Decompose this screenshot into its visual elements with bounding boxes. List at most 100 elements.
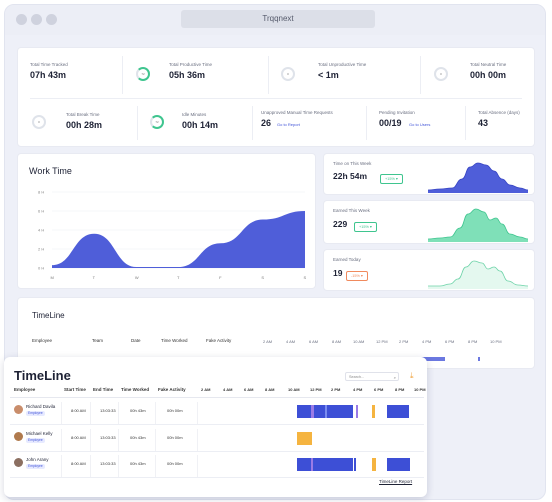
fake-activity: 00h 00m — [167, 435, 183, 440]
trend-badge[interactable]: +15% ▾ — [380, 174, 403, 184]
hour-label: 12 PM — [310, 387, 322, 392]
y-tick-label: 0 H — [38, 266, 44, 271]
role-badge: Employee — [26, 464, 45, 469]
timeline-panel: TimeLine Search... ⌕ ⤓ Employee Start Ti… — [4, 357, 427, 497]
activity-bar[interactable] — [327, 405, 353, 418]
hour-label: 2 PM — [399, 339, 409, 344]
stat-label: Total Absence (days) — [478, 110, 520, 115]
sparkline-area — [428, 209, 528, 242]
hour-label: 6 AM — [309, 339, 319, 344]
hour-label: 8 AM — [332, 339, 342, 344]
window-minimize-dot[interactable] — [31, 14, 42, 25]
fake-activity: 00h 00m — [167, 408, 183, 413]
x-tick-label: T — [93, 275, 96, 280]
work-time-card: Work Time 0 H 2 H 4 H 6 H 8 H M T W T F S S — [17, 153, 316, 289]
hour-label: 4 AM — [286, 339, 296, 344]
activity-bar[interactable] — [297, 432, 312, 445]
stat-value: 00/19 — [379, 118, 402, 128]
activity-bar[interactable] — [325, 405, 327, 418]
activity-bar[interactable] — [372, 405, 375, 418]
stat-value: 00h 00m — [470, 70, 507, 80]
stat-value: 43 — [478, 118, 489, 128]
stat-total-absence: Total Absence (days) 43 — [478, 110, 520, 128]
y-tick-label: 8 H — [38, 190, 44, 195]
divider — [420, 56, 421, 94]
activity-bar[interactable] — [297, 458, 311, 471]
column-divider — [118, 429, 119, 451]
search-icon: ⌕ — [393, 375, 396, 380]
column-divider — [61, 402, 62, 424]
mini-card-label: Earned Today — [333, 257, 361, 262]
column-divider — [61, 429, 62, 451]
row-divider — [10, 477, 424, 478]
address-bar[interactable]: Trqqnext — [181, 10, 375, 28]
title-bar: Trqqnext — [5, 5, 545, 35]
column-divider — [61, 455, 62, 477]
mini-card-earned-this-week: Earned This Week 229 +15% ▾ — [323, 200, 535, 244]
idle-ring-icon: 72 — [150, 115, 164, 129]
avatar — [14, 405, 23, 414]
avatar — [14, 458, 23, 467]
hour-label: 4 PM — [422, 339, 432, 344]
start-time: 8:00 AM — [71, 408, 86, 413]
column-divider — [90, 402, 91, 424]
go-to-users-link[interactable]: Go to Users — [409, 122, 431, 127]
activity-bar[interactable] — [314, 405, 325, 418]
search-input[interactable]: Search... ⌕ — [345, 372, 399, 381]
activity-bar[interactable] — [311, 405, 314, 418]
mini-card-label: Earned This Week — [333, 208, 370, 213]
employee-name[interactable]: Richard Davila — [26, 404, 56, 409]
mini-chart-time — [428, 162, 528, 193]
end-time: 13:03:33 — [100, 461, 116, 466]
mini-card-value: 229 — [333, 219, 348, 229]
productive-ring-icon: 72 — [136, 67, 150, 81]
trend-badge[interactable]: +15% ▾ — [354, 222, 377, 232]
mini-card-value: 19 — [333, 268, 343, 278]
hour-label: 8 PM — [468, 339, 478, 344]
trend-badge[interactable]: -15% ▾ — [346, 271, 368, 281]
activity-bar[interactable] — [372, 458, 376, 471]
activity-bar[interactable] — [297, 405, 311, 418]
header-divider — [10, 397, 424, 398]
activity-bar[interactable] — [387, 458, 410, 471]
col-fake-activity: Fake Activity — [158, 387, 186, 392]
hour-label: 4 PM — [353, 387, 363, 392]
y-tick-label: 2 H — [38, 247, 44, 252]
col-time-worked: Time Worked — [121, 387, 150, 392]
summary-card: Total Time Tracked 07h 43m 72 Total Prod… — [17, 47, 535, 147]
activity-bar[interactable] — [313, 458, 353, 471]
employee-name[interactable]: Michael Kelly — [26, 431, 53, 436]
column-divider — [90, 429, 91, 451]
stat-label: Total Neutral Time — [470, 62, 507, 67]
col-end-time: End Time — [93, 387, 114, 392]
column-divider — [155, 455, 156, 477]
time-worked: 00h 43m — [130, 435, 146, 440]
avatar — [14, 432, 23, 441]
stat-value: 05h 36m — [169, 70, 206, 80]
go-to-report-link[interactable]: Go to Report — [277, 122, 300, 127]
download-icon[interactable]: ⤓ — [410, 371, 414, 380]
activity-bar[interactable] — [354, 458, 356, 471]
hour-label: 12 PM — [376, 339, 388, 344]
employee-name[interactable]: John Arany — [26, 457, 49, 462]
activity-bar[interactable] — [356, 405, 358, 418]
column-divider — [155, 429, 156, 451]
activity-bar[interactable] — [387, 405, 409, 418]
hour-label: 4 AM — [223, 387, 233, 392]
timeline-report-link[interactable]: TimeLine Report — [379, 479, 413, 484]
divider — [465, 106, 466, 140]
browser-window: Trqqnext Total Time Tracked 07h 43m 72 T… — [4, 4, 546, 500]
x-tick-label: S — [304, 275, 307, 280]
stat-total-productive-time: Total Productive Time 05h 36m — [169, 62, 212, 80]
activity-bar[interactable] — [311, 458, 313, 471]
column-divider — [197, 429, 198, 451]
mini-card-value: 22h 54m — [333, 171, 368, 181]
column-divider — [118, 455, 119, 477]
x-tick-label: W — [135, 275, 139, 280]
mini-card-earned-today: Earned Today 19 -15% ▾ — [323, 249, 535, 291]
sparkline-area — [428, 261, 528, 289]
window-maximize-dot[interactable] — [46, 14, 57, 25]
window-close-dot[interactable] — [16, 14, 27, 25]
column-divider — [197, 402, 198, 424]
timeline-title: TimeLine — [14, 368, 71, 383]
